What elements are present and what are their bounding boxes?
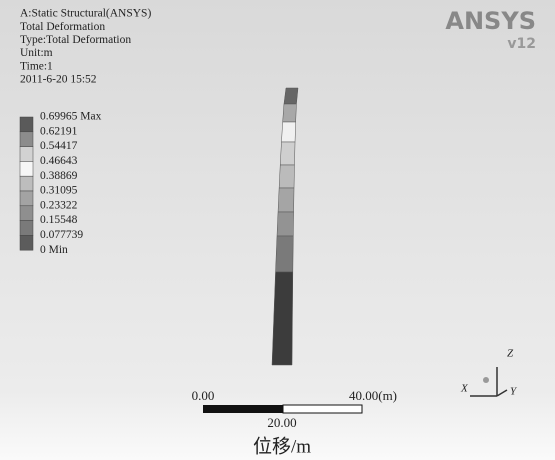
- header-line: A:Static Structural(ANSYS): [20, 8, 151, 20]
- legend-label: 0.31095: [40, 185, 78, 197]
- scale-start: 0.00: [192, 388, 215, 403]
- legend-swatch: [20, 132, 33, 147]
- scale-end: 40.00(m): [349, 388, 397, 403]
- legend-label: 0.077739: [40, 229, 83, 241]
- legend-label: 0.15548: [40, 214, 78, 226]
- tower-segment: [281, 122, 295, 142]
- tower-segment: [280, 142, 295, 165]
- logo-version: v12: [507, 36, 536, 52]
- tower-segment: [276, 236, 294, 272]
- legend-swatch: [20, 161, 33, 176]
- legend-label: 0.38869: [40, 170, 78, 182]
- triad-x: X: [460, 383, 469, 395]
- header-line: Unit:m: [20, 47, 53, 59]
- legend-swatch: [20, 176, 33, 191]
- legend-swatch: [20, 221, 33, 236]
- legend-swatch: [20, 117, 33, 132]
- legend-label: 0.54417: [40, 140, 78, 152]
- logo-brand: ANSYS: [445, 7, 536, 35]
- header-line: Type:Total Deformation: [20, 34, 131, 46]
- header-line: Time:1: [20, 60, 53, 72]
- legend-swatch: [20, 147, 33, 162]
- legend-label: 0.23322: [40, 199, 78, 211]
- triad-z: Z: [507, 348, 514, 360]
- scale-bar: [283, 405, 362, 413]
- legend-swatch: [20, 235, 33, 250]
- legend-label: 0.69965 Max: [40, 111, 102, 123]
- legend-swatch: [20, 191, 33, 206]
- tower-segment: [279, 165, 294, 188]
- tower-segment: [278, 188, 294, 212]
- legend-label: 0 Min: [40, 244, 68, 256]
- tower-segment: [283, 104, 297, 122]
- scale-bar: [203, 405, 283, 413]
- tower-segment: [277, 212, 294, 236]
- legend-swatch: [20, 206, 33, 221]
- caption: 位移/m: [253, 435, 311, 457]
- tower-segment: [284, 88, 298, 104]
- scale-mid: 20.00: [267, 415, 296, 430]
- tower-segment: [272, 272, 293, 365]
- screen: A:Static Structural(ANSYS)Total Deformat…: [0, 0, 555, 460]
- legend-label: 0.46643: [40, 155, 78, 167]
- legend-label: 0.62191: [40, 125, 78, 137]
- header-line: 2011-6-20 15:52: [20, 74, 97, 86]
- header-line: Total Deformation: [20, 21, 105, 33]
